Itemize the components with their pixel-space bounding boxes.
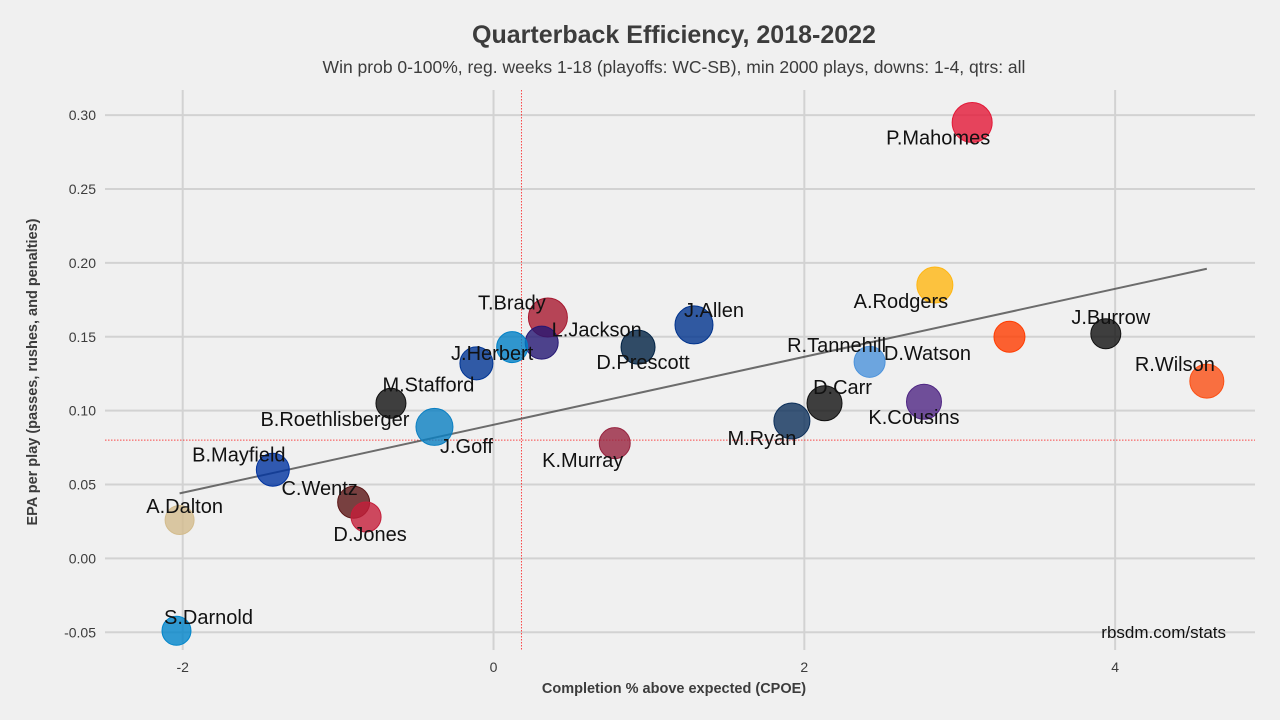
point-label: J.Herbert (451, 343, 534, 365)
point-label: M.Ryan (727, 428, 796, 450)
data-point (916, 266, 954, 304)
point-label: J.Allen (684, 300, 744, 322)
trend-line (179, 267, 1208, 495)
point-label: K.Cousins (868, 407, 959, 429)
data-point (598, 427, 631, 460)
y-axis-label: EPA per play (passes, rushes, and penalt… (25, 218, 41, 525)
point-label: D.Carr (813, 377, 872, 399)
source-caption: rbsdm.com/stats (1101, 623, 1226, 642)
y-tick-label: 0.15 (69, 329, 96, 345)
data-point (905, 383, 942, 420)
y-tick-label: 0.20 (69, 255, 96, 271)
data-point (674, 305, 714, 345)
data-points (161, 102, 1225, 646)
point-label: D.Prescott (596, 352, 690, 374)
point-label: B.Mayfield (192, 445, 285, 467)
reference-lines (105, 90, 1255, 650)
data-point (806, 385, 843, 422)
gridlines (105, 90, 1255, 650)
x-axis-label: Completion % above expected (CPOE) (542, 681, 806, 697)
data-point (496, 331, 529, 364)
data-point (350, 501, 382, 533)
x-tick-label: 4 (1111, 659, 1119, 675)
data-point (853, 345, 886, 378)
x-tick-label: -2 (176, 659, 189, 675)
y-tick-label: 0.00 (69, 550, 96, 566)
data-point (459, 346, 494, 381)
data-point (1090, 318, 1122, 350)
point-label: D.Jones (333, 524, 406, 546)
data-point (375, 387, 407, 419)
point-label: S.Darnold (164, 607, 253, 629)
y-tick-label: 0.05 (69, 477, 96, 493)
data-point (415, 407, 454, 446)
data-point (1189, 363, 1225, 399)
data-point (161, 615, 192, 646)
data-point (773, 402, 811, 440)
point-label: B.Roethlisberger (260, 409, 409, 431)
point-label: R.Wilson (1135, 354, 1215, 376)
point-label: P.Mahomes (886, 128, 990, 150)
chart-title: Quarterback Efficiency, 2018-2022 (472, 21, 876, 49)
point-label: J.Goff (440, 436, 493, 458)
y-tick-label: 0.10 (69, 403, 96, 419)
point-label: T.Brady (478, 293, 546, 315)
x-tick-label: 2 (800, 659, 808, 675)
point-label: A.Rodgers (854, 291, 949, 313)
chart-subtitle: Win prob 0-100%, reg. weeks 1-18 (playof… (323, 57, 1026, 77)
trend-line-group (179, 267, 1208, 495)
axis-ticks: -0.05 0.00 0.05 0.10 0.15 0.20 0.25 0.30 -2 0 2 4 (64, 107, 1119, 675)
point-label: A.Dalton (146, 496, 223, 518)
point-label: R.Tannehill (787, 335, 886, 357)
point-label: J.Burrow (1071, 307, 1150, 329)
data-point (993, 320, 1026, 353)
data-point (164, 504, 195, 535)
x-tick-label: 0 (490, 659, 498, 675)
y-tick-label: 0.25 (69, 181, 96, 197)
point-label: M.Stafford (382, 374, 474, 396)
data-point (951, 102, 993, 144)
point-label: K.Murray (542, 450, 623, 472)
point-label: L.Jackson (552, 320, 642, 342)
y-tick-label: -0.05 (64, 624, 96, 640)
point-label: D.Watson (884, 343, 971, 365)
data-point (620, 329, 656, 365)
point-label: C.Wentz (281, 478, 357, 500)
y-tick-label: 0.30 (69, 107, 96, 123)
data-point (255, 452, 290, 487)
point-labels: P.Mahomes A.Rodgers T.Brady J.Allen J.Burrow… (146, 128, 1215, 629)
